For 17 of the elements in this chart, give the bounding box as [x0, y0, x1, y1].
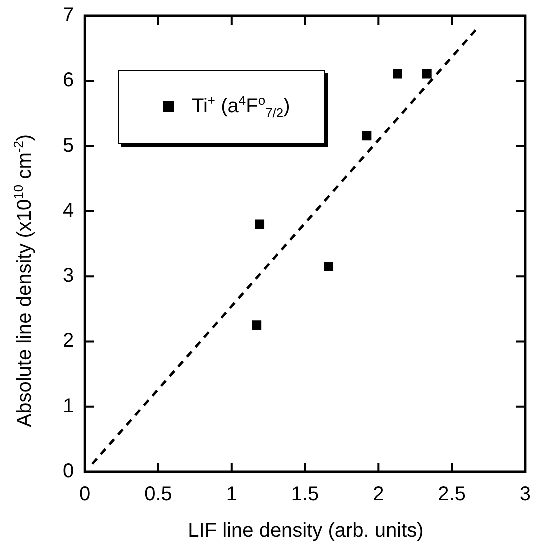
x-tick-label: 0.5 [144, 484, 172, 506]
x-tick-label: 1.5 [291, 484, 320, 506]
y-tick-label: 5 [63, 134, 74, 157]
y-tick-label: 0 [63, 460, 74, 483]
y-tick-label: 6 [63, 70, 74, 92]
y-tick-label: 3 [63, 265, 74, 288]
y-tick-label: 2 [63, 330, 74, 352]
x-axis-title: LIF line density (arb. units) [187, 520, 425, 543]
y-tick-label: 4 [63, 200, 74, 222]
x-tick-label: 2.5 [438, 484, 466, 506]
x-tick-label: 3 [520, 484, 531, 506]
y-tick-label: 7 [63, 4, 74, 27]
y-tick-label: 1 [63, 395, 74, 418]
x-tick-label: 2 [373, 484, 384, 506]
x-tick-label: 0 [80, 484, 91, 506]
x-tick-label: 1 [226, 484, 238, 506]
legend-label: Ti$^{+}$ (a$^{4}$F$^{o}$$_{7/2}$) [192, 93, 290, 121]
